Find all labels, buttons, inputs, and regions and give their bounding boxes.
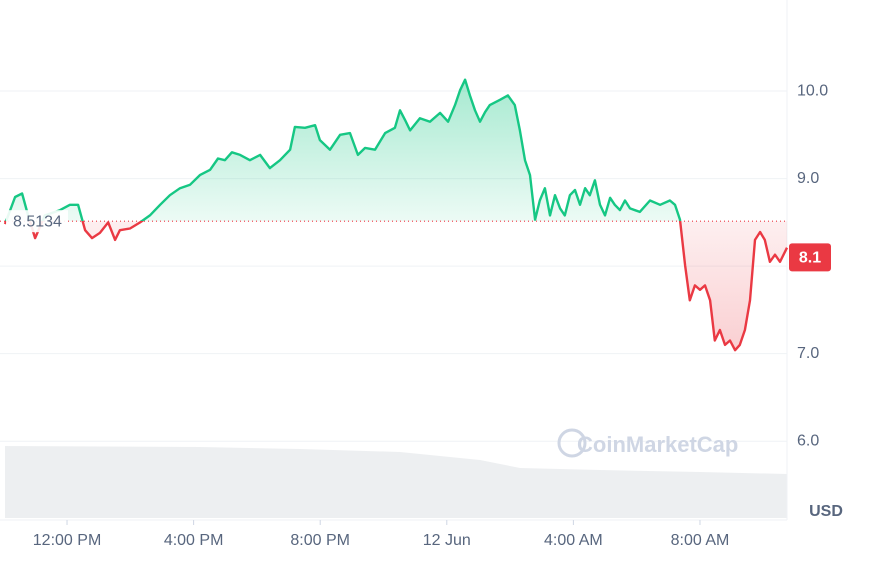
y-tick-label: 10.0 [797,82,828,99]
x-tick-label: 4:00 AM [544,532,603,549]
currency-label: USD [809,503,843,520]
price-line [3,78,789,352]
y-tick-label: 9.0 [797,170,819,187]
watermark-logo [557,428,587,458]
baseline-label: 8.5134 [13,213,62,230]
y-tick-label: 7.0 [797,345,819,362]
y-tick-label: 6.0 [797,432,819,449]
watermark: CoinMarketCap [577,432,738,457]
price-tag [789,243,831,272]
labels: CoinMarketCap USD 6.07.08.09.010.012:00 … [6,82,843,549]
x-tick-label: 8:00 PM [290,532,350,549]
volume-area [5,446,787,518]
x-tick-label: 8:00 AM [671,532,730,549]
x-tick-label: 4:00 PM [164,532,224,549]
price-tag-label: 8.1 [799,250,821,267]
x-tick-label: 12 Jun [423,532,471,549]
plot [0,78,789,352]
price-area [5,79,787,351]
x-tick-label: 12:00 PM [33,532,101,549]
grid [0,90,787,525]
baseline-label-bg [6,210,68,233]
